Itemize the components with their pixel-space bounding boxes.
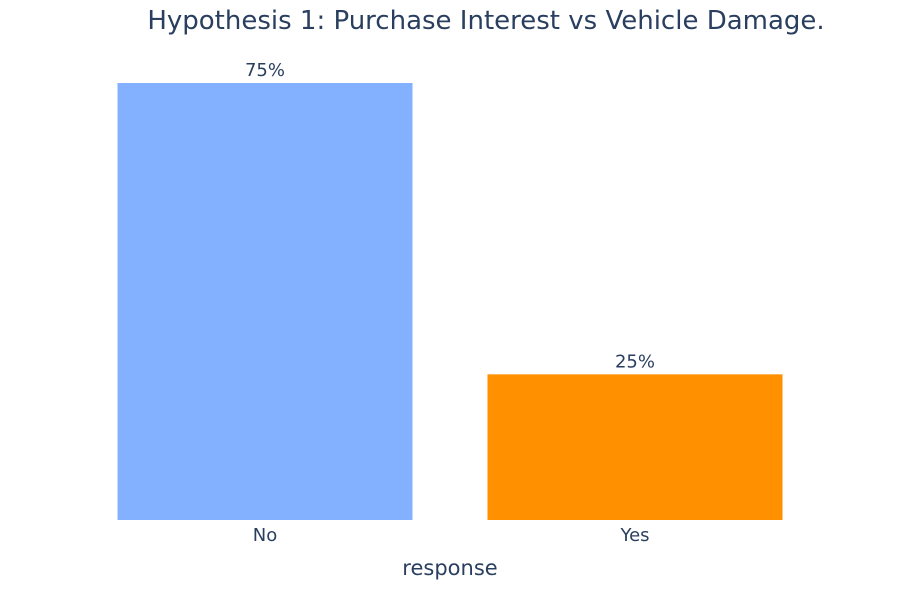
plot-area: 75% No 25% Yes	[117, 60, 783, 546]
bar-yes	[487, 374, 783, 520]
data-label-no: 75%	[245, 60, 285, 81]
data-label-yes: 25%	[615, 351, 655, 372]
x-tick-label-no: No	[253, 525, 277, 546]
x-tick-label-yes: Yes	[619, 525, 649, 546]
bar-no	[117, 83, 413, 520]
x-axis-title: response	[402, 556, 497, 580]
chart-title: Hypothesis 1: Purchase Interest vs Vehic…	[147, 6, 824, 36]
